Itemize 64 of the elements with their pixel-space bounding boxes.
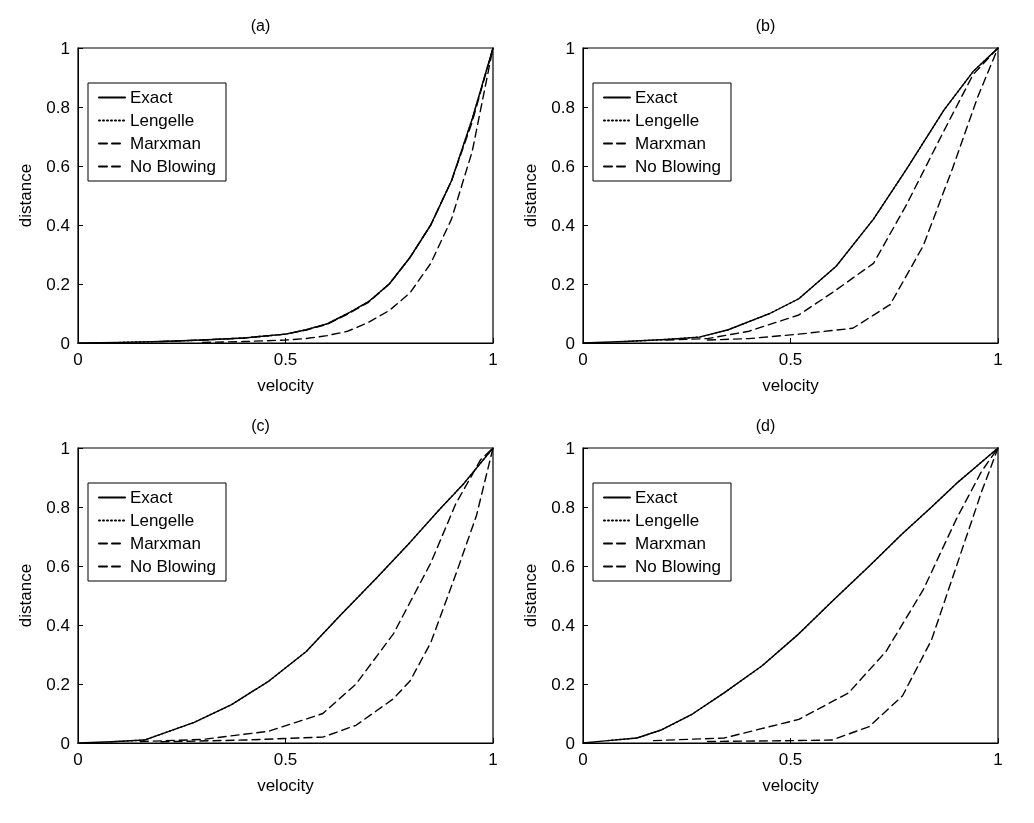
y-tick-label: 0 xyxy=(565,733,575,753)
y-tick-label: 0.4 xyxy=(46,215,70,235)
chart-title: (a) xyxy=(250,16,271,34)
legend-label: Marxman xyxy=(635,534,706,553)
y-tick-label: 0.6 xyxy=(551,156,575,176)
legend-label: Lengelle xyxy=(635,111,700,130)
legend-label: Lengelle xyxy=(130,511,195,530)
legend-label: Marxman xyxy=(130,134,201,153)
legend-label: Exact xyxy=(130,488,173,507)
x-tick-label: 0 xyxy=(578,750,588,769)
y-tick-label: 0.2 xyxy=(46,274,70,294)
chart-title: (d) xyxy=(755,416,776,434)
legend-label: Marxman xyxy=(130,534,201,553)
y-tick-label: 1 xyxy=(565,438,575,458)
chart-title: (c) xyxy=(251,416,270,434)
y-tick-label: 0.4 xyxy=(551,615,575,635)
x-tick-label: 0.5 xyxy=(778,750,803,769)
y-tick-label: 1 xyxy=(565,38,575,58)
x-axis-title: velocity xyxy=(257,776,315,795)
y-tick-label: 0 xyxy=(60,733,70,753)
legend-label: No Blowing xyxy=(635,557,721,576)
x-axis-title: velocity xyxy=(762,776,820,795)
legend-label: Marxman xyxy=(635,134,706,153)
x-tick-label: 1 xyxy=(993,750,1003,769)
x-tick-label: 0.5 xyxy=(273,350,298,369)
y-axis-title: distance xyxy=(16,563,35,628)
y-tick-label: 0.8 xyxy=(551,497,575,517)
y-tick-label: 0.4 xyxy=(46,615,70,635)
legend-label: Lengelle xyxy=(130,111,195,130)
y-axis-title: distance xyxy=(16,163,35,228)
y-tick-label: 0.6 xyxy=(551,556,575,576)
y-tick-label: 1 xyxy=(60,38,70,58)
x-tick-label: 1 xyxy=(488,350,498,369)
x-axis-title: velocity xyxy=(762,376,820,395)
x-tick-label: 0.5 xyxy=(778,350,803,369)
legend-label: Lengelle xyxy=(635,511,700,530)
x-axis-title: velocity xyxy=(257,376,315,395)
legend-label: Exact xyxy=(635,88,678,107)
y-axis-title: distance xyxy=(521,563,540,628)
y-tick-label: 0.8 xyxy=(46,97,70,117)
legend-label: No Blowing xyxy=(130,157,216,176)
x-tick-label: 0 xyxy=(73,750,83,769)
y-tick-label: 0.4 xyxy=(551,215,575,235)
legend-label: No Blowing xyxy=(635,157,721,176)
x-tick-label: 0.5 xyxy=(273,750,298,769)
legend-label: No Blowing xyxy=(130,557,216,576)
x-tick-label: 0 xyxy=(578,350,588,369)
chart-title: (b) xyxy=(755,16,776,34)
y-tick-label: 0.6 xyxy=(46,556,70,576)
y-tick-label: 0.2 xyxy=(46,674,70,694)
y-tick-label: 0 xyxy=(60,333,70,353)
x-tick-label: 0 xyxy=(73,350,83,369)
legend-label: Exact xyxy=(635,488,678,507)
y-tick-label: 0.6 xyxy=(46,156,70,176)
x-tick-label: 1 xyxy=(488,750,498,769)
y-tick-label: 0.8 xyxy=(46,497,70,517)
y-tick-label: 0.2 xyxy=(551,274,575,294)
y-tick-label: 0 xyxy=(565,333,575,353)
legend-label: Exact xyxy=(130,88,173,107)
y-tick-label: 0.2 xyxy=(551,674,575,694)
x-tick-label: 1 xyxy=(993,350,1003,369)
y-tick-label: 0.8 xyxy=(551,97,575,117)
y-axis-title: distance xyxy=(521,163,540,228)
y-tick-label: 1 xyxy=(60,438,70,458)
